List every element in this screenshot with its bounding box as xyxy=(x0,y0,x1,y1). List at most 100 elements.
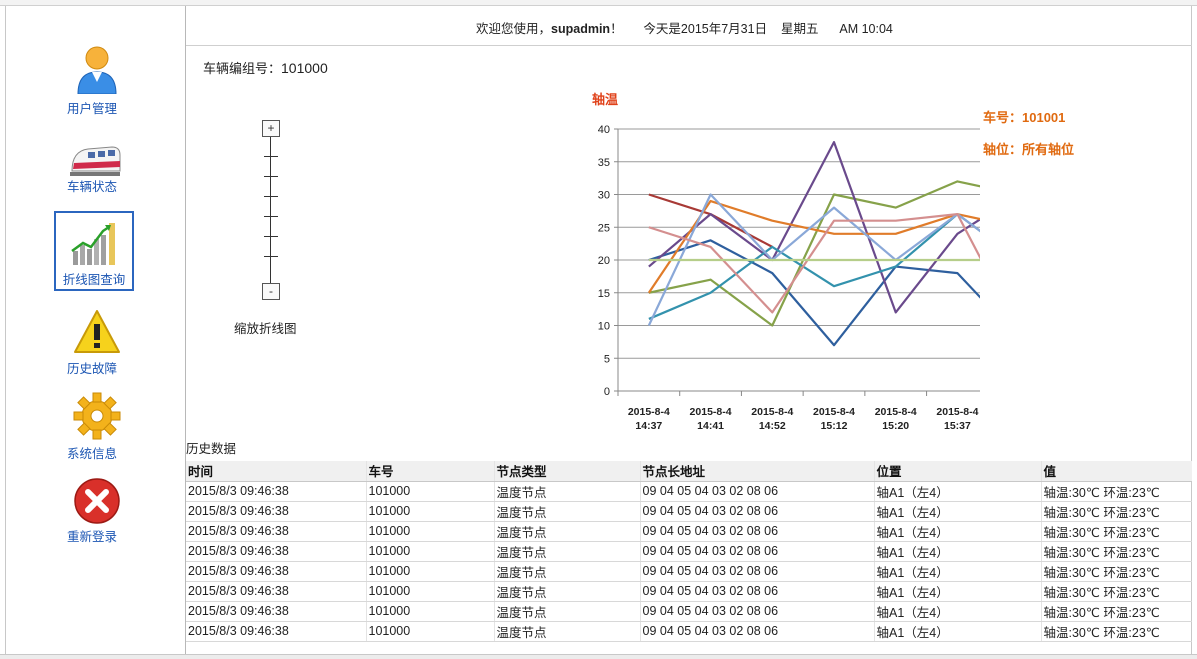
gear-icon xyxy=(73,392,121,440)
table-cell: 2015/8/3 09:46:38 xyxy=(186,541,366,562)
series-line xyxy=(648,180,980,327)
table-cell: 09 04 05 04 03 02 08 06 xyxy=(639,581,874,602)
table-cell: 09 04 05 04 03 02 08 06 xyxy=(639,601,874,622)
y-tick-label: 15 xyxy=(598,288,610,300)
table-row[interactable]: 2015/8/3 09:46:38 101000 温度节点 09 04 05 04 0… xyxy=(186,481,1192,502)
zoom-tick xyxy=(264,156,278,157)
vehicle-group-label: 车辆编组号：101000 xyxy=(203,58,328,77)
sidebar-item-system-info[interactable]: 系统信息 xyxy=(6,391,187,461)
train-icon xyxy=(70,146,121,176)
x-tick-label: 2015-8-4 xyxy=(813,406,855,418)
table-cell: 2015/8/3 09:46:38 xyxy=(186,501,366,522)
car-number: 车号：101001 xyxy=(983,110,1066,125)
sidebar-item-history-faults[interactable]: 历史故障 xyxy=(6,308,187,378)
table-cell: 09 04 05 04 03 02 08 06 xyxy=(639,481,874,502)
table-row[interactable]: 2015/8/3 09:46:38 101000 温度节点 09 04 05 04 0… xyxy=(186,621,1192,642)
table-cell: 2015/8/3 09:46:38 xyxy=(186,481,366,502)
series-line xyxy=(648,140,980,314)
table-header-row: 时间 车号 节点类型 节点长地址 位置值 xyxy=(186,461,1192,482)
table-cell: 2015/8/3 09:46:38 xyxy=(186,581,366,602)
sidebar-item-label: 用户管理 xyxy=(66,102,117,116)
column-header: 节点类型 xyxy=(493,461,640,482)
x-tick-label: 15:20 xyxy=(882,420,909,432)
table-cell: 温度节点 xyxy=(493,481,640,502)
series-line xyxy=(648,213,980,314)
history-title: 历史数据 xyxy=(186,442,237,456)
y-tick-label: 5 xyxy=(604,353,610,365)
table-cell: 轴温:30℃ 环温:23℃ xyxy=(1040,621,1192,642)
sidebar-item-label: 历史故障 xyxy=(66,362,117,376)
table-cell: 09 04 05 04 03 02 08 06 xyxy=(639,521,874,542)
header-bar: 欢迎您使用，supadmin！ 今天是2015年7月31日 星期五 AM 10:… xyxy=(186,6,1192,46)
x-tick-label: 14:41 xyxy=(697,420,724,432)
sidebar-item-user-management[interactable]: 用户管理 xyxy=(6,44,187,119)
y-tick-label: 30 xyxy=(598,190,610,202)
table-cell: 轴A1（左4） xyxy=(873,521,1041,542)
table-cell: 轴A1（左4） xyxy=(873,541,1041,562)
x-tick-label: 14:37 xyxy=(635,420,662,432)
table-cell: 09 04 05 04 03 02 08 06 xyxy=(639,621,874,642)
table-cell: 轴温:30℃ 环温:23℃ xyxy=(1040,581,1192,602)
table-cell: 温度节点 xyxy=(493,621,640,642)
x-tick-label: 14:52 xyxy=(759,420,786,432)
top-border xyxy=(0,0,1197,6)
sidebar-item-relogin[interactable]: 重新登录 xyxy=(6,476,187,546)
zoom-track[interactable] xyxy=(270,137,271,283)
table-cell: 101000 xyxy=(365,541,494,562)
series-line xyxy=(647,199,980,294)
user-icon xyxy=(77,46,117,94)
table-row[interactable]: 2015/8/3 09:46:38 101000 温度节点 09 04 05 04 0… xyxy=(186,581,1192,602)
zoom-tick xyxy=(264,256,278,257)
x-tick-label: 2015-8-4 xyxy=(936,406,978,418)
y-tick-label: 10 xyxy=(598,321,610,333)
sidebar-item-vehicle-status[interactable]: 车辆状态 xyxy=(6,134,187,194)
bottom-border xyxy=(0,654,1197,659)
table-cell: 温度节点 xyxy=(493,581,640,602)
axle-position: 轴位：所有轴位 xyxy=(983,142,1075,157)
table-cell: 101000 xyxy=(365,621,494,642)
column-header: 位置 xyxy=(873,461,1041,482)
table-row[interactable]: 2015/8/3 09:46:38 101000 温度节点 09 04 05 04 0… xyxy=(186,601,1192,622)
table-cell: 温度节点 xyxy=(493,521,640,542)
welcome-suffix: ！ xyxy=(610,22,623,36)
table-cell: 101000 xyxy=(365,481,494,502)
history-table: 时间 车号 节点类型 节点长地址 位置值 2015/8/3 09:46:38 101000… xyxy=(186,461,1192,642)
table-cell: 2015/8/3 09:46:38 xyxy=(186,521,366,542)
table-cell: 轴温:30℃ 环温:23℃ xyxy=(1040,481,1192,502)
table-row[interactable]: 2015/8/3 09:46:38 101000 温度节点 09 04 05 04 0… xyxy=(186,501,1192,522)
zoom-slider[interactable]: + - xyxy=(262,120,284,300)
zoom-in-button[interactable]: + xyxy=(262,120,280,137)
table-cell: 温度节点 xyxy=(493,601,640,622)
column-header: 值 xyxy=(1040,461,1192,482)
weekday-text: 星期五 xyxy=(781,22,819,36)
table-cell: 101000 xyxy=(365,521,494,542)
zoom-out-button[interactable]: - xyxy=(262,283,280,300)
table-cell: 2015/8/3 09:46:38 xyxy=(186,601,366,622)
close-icon xyxy=(74,478,120,524)
welcome-prefix: 欢迎您使用， xyxy=(476,22,552,36)
time-text: AM 10:04 xyxy=(839,22,893,36)
table-row[interactable]: 2015/8/3 09:46:38 101000 温度节点 09 04 05 04 0… xyxy=(186,561,1192,582)
x-tick-label: 2015-8-4 xyxy=(875,406,917,418)
y-tick-label: 0 xyxy=(604,386,610,398)
welcome-text: 欢迎您使用，supadmin！ 今天是2015年7月31日 星期五 AM 10:… xyxy=(476,18,893,37)
table-row[interactable]: 2015/8/3 09:46:38 101000 温度节点 09 04 05 04 0… xyxy=(186,541,1192,562)
column-header: 车号 xyxy=(365,461,494,482)
table-cell: 09 04 05 04 03 02 08 06 xyxy=(639,501,874,522)
y-tick-label: 35 xyxy=(598,157,610,169)
table-cell: 轴A1（左4） xyxy=(873,601,1041,622)
table-row[interactable]: 2015/8/3 09:46:38 101000 温度节点 09 04 05 04 0… xyxy=(186,521,1192,542)
table-cell: 轴温:30℃ 环温:23℃ xyxy=(1040,501,1192,522)
table-cell: 轴A1（左4） xyxy=(873,581,1041,602)
warning-icon xyxy=(74,310,120,353)
x-tick-label: 15:12 xyxy=(821,420,848,432)
zoom-tick xyxy=(264,176,278,177)
table-cell: 轴温:30℃ 环温:23℃ xyxy=(1040,541,1192,562)
table-cell: 轴温:30℃ 环温:23℃ xyxy=(1040,601,1192,622)
x-tick-label: 2015-8-4 xyxy=(690,406,732,418)
table-cell: 101000 xyxy=(365,561,494,582)
table-cell: 温度节点 xyxy=(493,541,640,562)
sidebar-item-line-chart-query[interactable]: 折线图查询 xyxy=(54,211,134,291)
table-cell: 轴A1（左4） xyxy=(873,501,1041,522)
sidebar-item-label: 折线图查询 xyxy=(62,273,126,287)
